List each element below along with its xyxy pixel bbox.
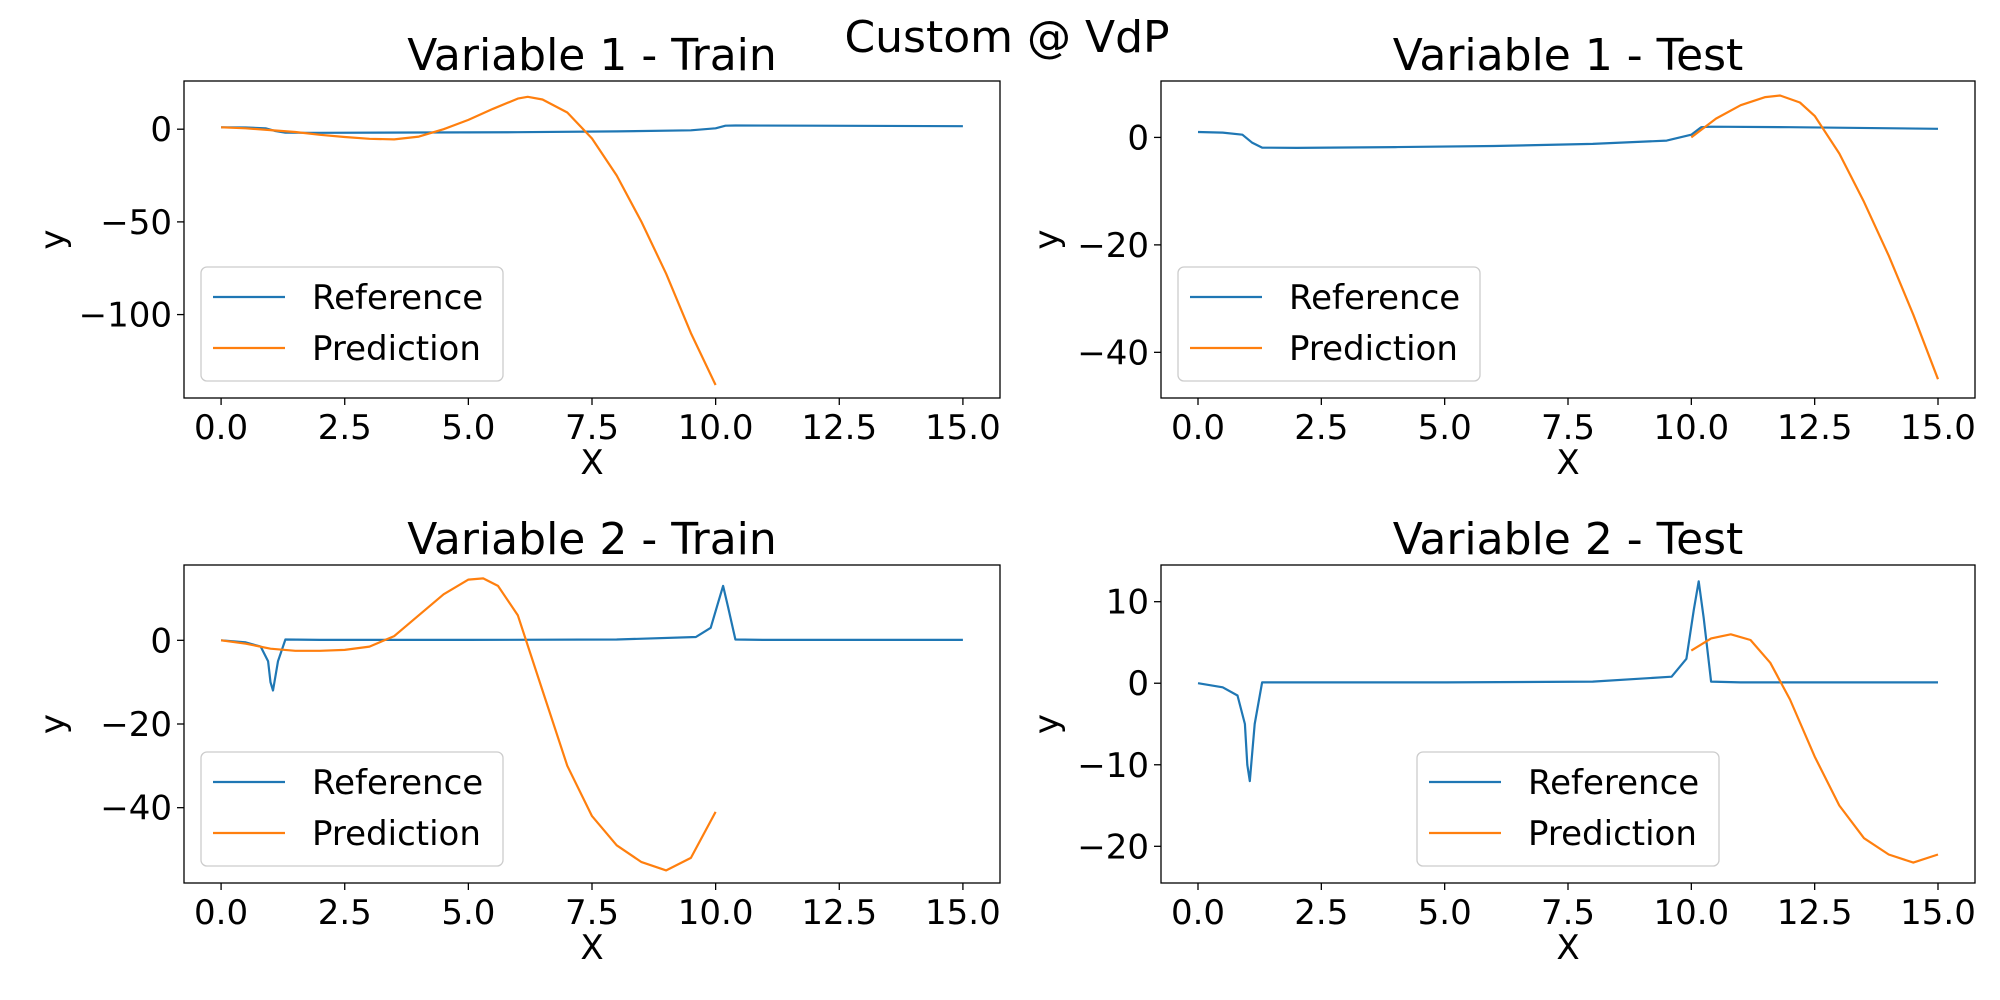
x-tick-label: 12.5: [1777, 893, 1853, 933]
x-tick-label: 15.0: [925, 893, 1001, 933]
x-tick-label: 2.5: [1294, 893, 1348, 933]
subplot-3: Variable 2 - Train 0.0 2.5 5.0 7.5 10.0 12.5 15…: [33, 514, 1001, 968]
subplot-title: Variable 2 - Test: [1393, 514, 1744, 565]
x-axis-label: X: [580, 443, 603, 483]
subplot-title: Variable 1 - Test: [1393, 30, 1744, 81]
x-tick-label: 0.0: [194, 408, 248, 448]
x-tick-label: 2.5: [1294, 408, 1348, 448]
series-line-reference: [221, 124, 963, 134]
y-tick-label: −20: [1077, 226, 1149, 266]
x-tick-label: 10.0: [1653, 408, 1729, 448]
y-tick-label: −20: [1077, 827, 1149, 867]
subplot-title: Variable 1 - Train: [407, 30, 777, 81]
legend: Reference Prediction: [200, 751, 504, 867]
series-line-prediction: [221, 95, 717, 386]
x-axis-label: X: [580, 928, 603, 968]
figure-suptitle: Custom @ VdP: [844, 12, 1169, 63]
y-axis-label: y: [33, 229, 73, 249]
legend-box: [1177, 266, 1481, 382]
x-tick-label: 10.0: [678, 893, 754, 933]
legend-box: [200, 751, 504, 867]
series-line-prediction: [1690, 633, 1939, 864]
subplot-title: Variable 2 - Train: [407, 514, 777, 565]
x-tick-label: 15.0: [1900, 408, 1976, 448]
x-tick-label: 12.5: [801, 408, 877, 448]
y-tick-label: −40: [100, 789, 172, 829]
y-axis-label: y: [1027, 714, 1067, 734]
x-tick-label: 7.5: [1541, 408, 1595, 448]
x-tick-label: 5.0: [441, 893, 495, 933]
subplot-1: Variable 1 - Train 0.0 2.5 5.0 7.5 10.0 12.5 15…: [33, 30, 1001, 483]
legend-label-prediction: Prediction: [1289, 329, 1458, 369]
x-tick-label: 7.5: [565, 408, 619, 448]
x-tick-label: 5.0: [441, 408, 495, 448]
y-tick-label: −50: [100, 203, 172, 243]
legend-box: [1416, 751, 1720, 867]
y-axis-label: y: [1027, 229, 1067, 249]
legend-label-reference: Reference: [312, 763, 483, 803]
y-tick-label: 0: [150, 110, 172, 150]
y-tick-label: −40: [1077, 333, 1149, 373]
x-tick-label: 15.0: [1900, 893, 1976, 933]
x-tick-label: 10.0: [1653, 893, 1729, 933]
x-tick-label: 0.0: [1171, 893, 1225, 933]
y-tick-label: 10: [1106, 583, 1149, 623]
legend-box: [200, 266, 504, 382]
subplot-grid: Variable 1 - Train 0.0 2.5 5.0 7.5 10.0 12.5 15…: [33, 30, 1976, 968]
x-tick-label: 12.5: [1777, 408, 1853, 448]
legend: Reference Prediction: [1416, 751, 1720, 867]
legend-label-reference: Reference: [1528, 763, 1699, 803]
y-tick-label: 0: [1127, 664, 1149, 704]
legend-label-reference: Reference: [312, 278, 483, 318]
y-tick-label: −20: [100, 705, 172, 745]
x-tick-label: 5.0: [1418, 893, 1472, 933]
x-tick-label: 7.5: [1541, 893, 1595, 933]
series-line-reference: [1197, 580, 1938, 783]
series-line-prediction: [1690, 94, 1940, 380]
x-axis-label: X: [1556, 928, 1579, 968]
legend: Reference Prediction: [1177, 266, 1481, 382]
y-axis-label: y: [33, 714, 73, 734]
x-tick-label: 2.5: [318, 408, 372, 448]
series-line-reference: [1197, 125, 1939, 149]
subplot-4: Variable 2 - Test 0.0 2.5 5.0 7.5 10.0 12.5 15.…: [1027, 514, 1976, 968]
y-tick-label: −10: [1077, 746, 1149, 786]
x-tick-label: 0.0: [1171, 408, 1225, 448]
x-tick-label: 12.5: [801, 893, 877, 933]
x-tick-label: 2.5: [318, 893, 372, 933]
legend-label-reference: Reference: [1289, 278, 1460, 318]
subplot-2: Variable 1 - Test 0.0 2.5 5.0 7.5 10.0 12.5 15.…: [1027, 30, 1976, 483]
y-tick-label: 0: [150, 621, 172, 661]
x-tick-label: 15.0: [925, 408, 1001, 448]
x-axis-label: X: [1556, 443, 1579, 483]
series-line-prediction: [220, 577, 717, 872]
series-line-reference: [221, 584, 963, 692]
legend-label-prediction: Prediction: [1528, 814, 1697, 854]
legend-label-prediction: Prediction: [312, 814, 481, 854]
x-tick-label: 0.0: [194, 893, 248, 933]
x-tick-label: 5.0: [1418, 408, 1472, 448]
y-tick-label: −100: [79, 296, 172, 336]
legend-label-prediction: Prediction: [312, 329, 481, 369]
x-tick-label: 10.0: [678, 408, 754, 448]
legend: Reference Prediction: [200, 266, 504, 382]
y-tick-label: 0: [1127, 118, 1149, 158]
x-tick-label: 7.5: [565, 893, 619, 933]
